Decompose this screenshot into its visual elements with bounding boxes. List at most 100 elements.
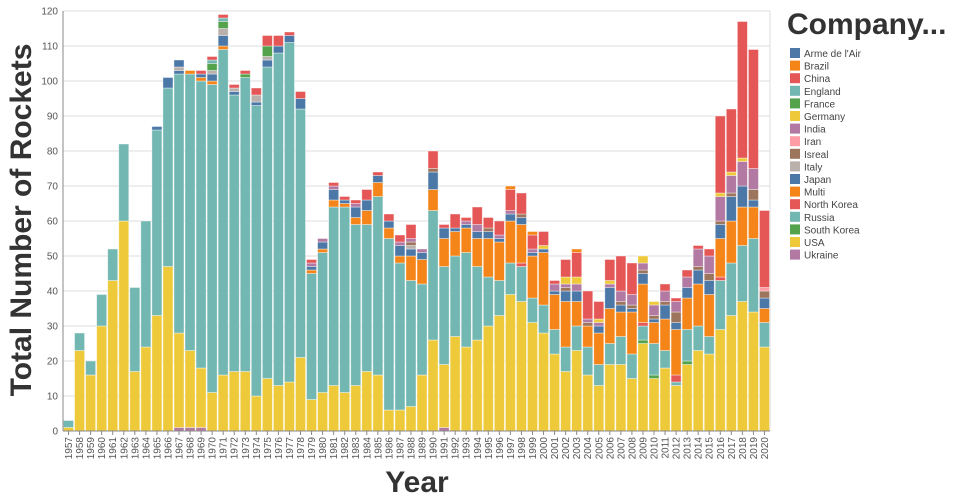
bar-segment-china-2019[interactable] (748, 49, 759, 169)
bar-segment-isreal-2012[interactable] (670, 311, 682, 323)
bar-segment-india-2003[interactable] (571, 283, 583, 292)
bar-segment-japan-1994[interactable] (471, 231, 483, 239)
bar-segment-arme-de-l-air-1966[interactable] (162, 77, 174, 89)
bar-segment-china-2013[interactable] (681, 269, 693, 278)
bar-segment-russia-1995[interactable] (482, 276, 494, 327)
bar-segment-japan-2007[interactable] (615, 304, 627, 313)
bar-segment-usa-1964[interactable] (140, 346, 152, 432)
bar-segment-japan-1991[interactable] (438, 227, 450, 239)
bar-segment-multi-2019[interactable] (748, 206, 759, 239)
bar-segment-india-2014[interactable] (692, 248, 704, 267)
bar-segment-usa-1970[interactable] (206, 392, 218, 432)
bar-segment-usa-1997[interactable] (504, 294, 516, 432)
bar-segment-china-2018[interactable] (736, 21, 748, 159)
bar-segment-russia-2010[interactable] (648, 343, 660, 376)
bar-segment-south-korea-2009[interactable] (637, 339, 649, 344)
bar-segment-india-2008[interactable] (626, 294, 638, 306)
bar-segment-china-1992[interactable] (449, 213, 461, 229)
bar-segment-russia-1968[interactable] (184, 73, 196, 351)
bar-segment-india-1980[interactable] (317, 238, 329, 243)
bar-segment-china-2004[interactable] (582, 290, 594, 320)
bar-segment-germany-2005[interactable] (593, 318, 605, 323)
bar-segment-usa-1958[interactable] (74, 350, 85, 432)
bar-segment-russia-2017[interactable] (725, 262, 737, 316)
bar-segment-italy-1974[interactable] (250, 94, 262, 103)
bar-segment-russia-1964[interactable] (140, 220, 152, 348)
bar-segment-isreal-2015[interactable] (703, 273, 715, 281)
bar-segment-germany-2000[interactable] (538, 245, 549, 250)
bar-segment-multi-1987[interactable] (394, 255, 406, 264)
bar-segment-china-2020[interactable] (759, 210, 770, 288)
bar-segment-japan-1982[interactable] (339, 199, 351, 204)
bar-segment-russia-1981[interactable] (328, 206, 340, 386)
bar-segment-usa-1973[interactable] (239, 371, 251, 432)
bar-segment-russia-1992[interactable] (449, 255, 461, 337)
bar-segment-china-1972[interactable] (228, 84, 240, 89)
bar-segment-russia-1980[interactable] (317, 252, 329, 393)
bar-segment-usa-1962[interactable] (118, 220, 130, 432)
bar-segment-brazil-1997[interactable] (504, 185, 516, 190)
bar-segment-russia-1999[interactable] (527, 297, 538, 323)
bar-segment-england-1970[interactable] (206, 59, 218, 64)
bar-segment-india-2010[interactable] (648, 304, 660, 316)
bar-segment-china-1974[interactable] (250, 87, 262, 96)
bar-segment-russia-1972[interactable] (228, 94, 240, 372)
bar-segment-japan-1980[interactable] (317, 241, 329, 250)
legend-item[interactable]: South Korea (790, 224, 860, 236)
bar-segment-china-2008[interactable] (626, 262, 638, 295)
bar-segment-china-1987[interactable] (394, 234, 406, 243)
bar-segment-japan-2009[interactable] (637, 273, 649, 285)
bar-segment-japan-1989[interactable] (416, 252, 428, 260)
bar-segment-multi-1993[interactable] (460, 227, 472, 253)
bar-segment-arme-de-l-air-1965[interactable] (151, 126, 163, 131)
bar-segment-arme-de-l-air-1967[interactable] (173, 59, 185, 68)
bar-segment-china-2011[interactable] (659, 283, 671, 292)
bar-segment-multi-1990[interactable] (427, 189, 439, 211)
bar-segment-germany-2017[interactable] (725, 171, 737, 176)
bar-segment-usa-1976[interactable] (272, 385, 284, 432)
bar-segment-china-1985[interactable] (372, 171, 384, 176)
bar-segment-china-2003[interactable] (571, 252, 583, 278)
bar-segment-russia-1986[interactable] (383, 238, 395, 411)
bar-segment-multi-2003[interactable] (571, 301, 583, 327)
bar-segment-germany-2018[interactable] (736, 157, 748, 162)
bar-segment-china-1971[interactable] (217, 14, 229, 19)
bar-segment-china-2015[interactable] (703, 248, 715, 257)
bar-segment-isreal-2019[interactable] (748, 189, 759, 201)
bar-segment-china-1986[interactable] (383, 213, 395, 222)
bar-segment-usa-1978[interactable] (295, 357, 306, 432)
bar-segment-japan-1977[interactable] (284, 35, 295, 43)
bar-segment-usa-1981[interactable] (328, 385, 340, 432)
bar-segment-india-2011[interactable] (659, 290, 671, 302)
bar-segment-china-2007[interactable] (615, 255, 627, 292)
bar-segment-india-2006[interactable] (604, 283, 616, 288)
bar-segment-usa-2017[interactable] (725, 315, 737, 432)
bar-segment-south-korea-2013[interactable] (681, 360, 693, 365)
bar-segment-china-1983[interactable] (350, 199, 362, 204)
bar-segment-usa-2019[interactable] (748, 311, 759, 432)
bar-segment-france-1973[interactable] (239, 73, 251, 78)
legend-item[interactable]: North Korea (790, 199, 858, 211)
bar-segment-russia-1993[interactable] (460, 252, 472, 348)
bar-segment-usa-1961[interactable] (107, 280, 119, 432)
bar-segment-multi-2007[interactable] (615, 311, 627, 337)
bar-segment-india-1994[interactable] (471, 224, 483, 232)
bar-segment-isreal-2011[interactable] (659, 301, 671, 306)
bar-segment-brazil-1999[interactable] (527, 231, 538, 236)
bar-segment-multi-2001[interactable] (549, 294, 561, 330)
bar-segment-usa-1992[interactable] (449, 336, 461, 432)
bar-segment-russia-1983[interactable] (350, 224, 362, 386)
bar-segment-multi-1984[interactable] (361, 210, 373, 225)
bar-segment-japan-1974[interactable] (250, 101, 262, 106)
bar-segment-russia-1975[interactable] (261, 66, 273, 379)
bar-segment-isreal-2007[interactable] (615, 301, 627, 306)
bar-segment-multi-1971[interactable] (217, 45, 229, 50)
bar-segment-japan-1992[interactable] (449, 227, 461, 232)
bar-segment-brazil-2003[interactable] (571, 248, 583, 253)
bar-segment-south-korea-2010[interactable] (648, 374, 660, 379)
bar-segment-italy-1972[interactable] (228, 87, 240, 92)
bar-segment-japan-2001[interactable] (549, 290, 561, 295)
bar-segment-japan-1999[interactable] (527, 252, 538, 257)
bar-segment-japan-1979[interactable] (306, 266, 317, 271)
bar-segment-multi-1980[interactable] (317, 248, 329, 253)
